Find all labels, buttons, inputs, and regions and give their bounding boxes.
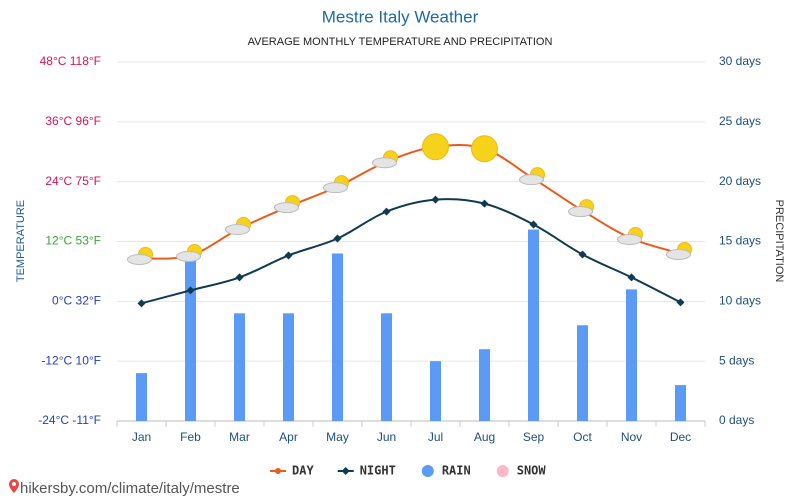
weather-icon bbox=[176, 250, 201, 262]
y2-tick-label: 0 days bbox=[719, 413, 754, 427]
y2-axis-label: PRECIPITATION bbox=[773, 200, 785, 283]
point bbox=[480, 199, 489, 208]
point bbox=[529, 220, 538, 229]
point bbox=[382, 207, 391, 216]
y-tick-label: 48°C 118°F bbox=[40, 54, 101, 68]
y2-tick-label: 15 days bbox=[719, 234, 761, 248]
point bbox=[284, 251, 293, 260]
line bbox=[141, 198, 681, 305]
bar bbox=[381, 313, 392, 421]
point bbox=[186, 286, 195, 295]
x-tick-label: Feb bbox=[180, 430, 201, 444]
bar bbox=[332, 253, 343, 421]
y-tick-label: 36°C 96°F bbox=[45, 114, 101, 128]
y2-tick-label: 25 days bbox=[719, 114, 761, 128]
chart-title: Mestre Italy Weather bbox=[322, 7, 479, 26]
y-tick-label: 0°C 32°F bbox=[52, 294, 101, 308]
legend-label: NIGHT bbox=[360, 464, 396, 478]
point bbox=[676, 298, 685, 307]
weather-icon bbox=[617, 234, 642, 246]
bar bbox=[136, 373, 147, 421]
point bbox=[578, 250, 587, 259]
x-tick-label: Mar bbox=[229, 430, 250, 444]
bar bbox=[185, 253, 196, 421]
y2-tick-label: 5 days bbox=[719, 353, 754, 367]
footer-link: hikersby.com/climate/italy/mestre bbox=[20, 480, 240, 497]
weather-icon bbox=[127, 253, 152, 265]
y-tick-label: 12°C 53°F bbox=[45, 234, 101, 248]
point bbox=[431, 195, 440, 204]
y-tick-label: 24°C 75°F bbox=[45, 174, 101, 188]
x-tick-label: Oct bbox=[573, 430, 592, 444]
legend-swatch bbox=[275, 468, 281, 474]
footer: hikersby.com/climate/italy/mestre bbox=[8, 478, 240, 497]
point bbox=[333, 234, 342, 243]
x-tick-label: Jan bbox=[132, 430, 151, 444]
pin-dot bbox=[12, 482, 16, 486]
point bbox=[137, 299, 146, 308]
y2-tick-label: 20 days bbox=[719, 174, 761, 188]
bar bbox=[577, 325, 588, 421]
bar bbox=[479, 349, 490, 421]
x-tick-label: Sep bbox=[523, 430, 545, 444]
bar bbox=[675, 385, 686, 421]
y-tick-label: -24°C -11°F bbox=[38, 413, 101, 427]
x-tick-label: Jun bbox=[377, 430, 396, 444]
legend-swatch bbox=[496, 465, 509, 477]
x-tick-label: Aug bbox=[474, 430, 495, 444]
weather-icon bbox=[323, 182, 348, 194]
weather-icon bbox=[372, 157, 397, 169]
weather-icon bbox=[568, 206, 593, 218]
chart-subtitle: AVERAGE MONTHLY TEMPERATURE AND PRECIPIT… bbox=[248, 36, 553, 48]
x-tick-label: May bbox=[326, 430, 349, 444]
bar bbox=[234, 313, 245, 421]
point bbox=[627, 273, 636, 282]
y2-tick-label: 10 days bbox=[719, 294, 761, 308]
x-tick-label: Dec bbox=[670, 430, 691, 444]
y2-tick-label: 30 days bbox=[719, 54, 761, 68]
bar bbox=[283, 313, 294, 421]
y-axis-label: TEMPERATURE bbox=[15, 200, 27, 282]
legend-swatch bbox=[421, 465, 434, 477]
x-tick-label: Nov bbox=[621, 430, 642, 444]
weather-icon bbox=[519, 174, 544, 186]
x-tick-label: Apr bbox=[279, 430, 298, 444]
x-tick-label: Jul bbox=[428, 430, 443, 444]
bar bbox=[528, 229, 539, 421]
weather-icon bbox=[471, 135, 498, 163]
legend-label: DAY bbox=[292, 464, 314, 478]
weather-icon bbox=[274, 202, 299, 214]
weather-icon bbox=[666, 248, 691, 260]
weather-icon bbox=[225, 224, 250, 236]
point bbox=[235, 273, 244, 282]
legend-swatch bbox=[341, 467, 350, 475]
legend-label: RAIN bbox=[442, 464, 471, 478]
legend-label: SNOW bbox=[517, 464, 547, 478]
y-tick-label: -12°C 10°F bbox=[41, 353, 101, 367]
weather-icon bbox=[422, 133, 449, 161]
bar bbox=[626, 289, 637, 421]
bar bbox=[430, 361, 441, 421]
